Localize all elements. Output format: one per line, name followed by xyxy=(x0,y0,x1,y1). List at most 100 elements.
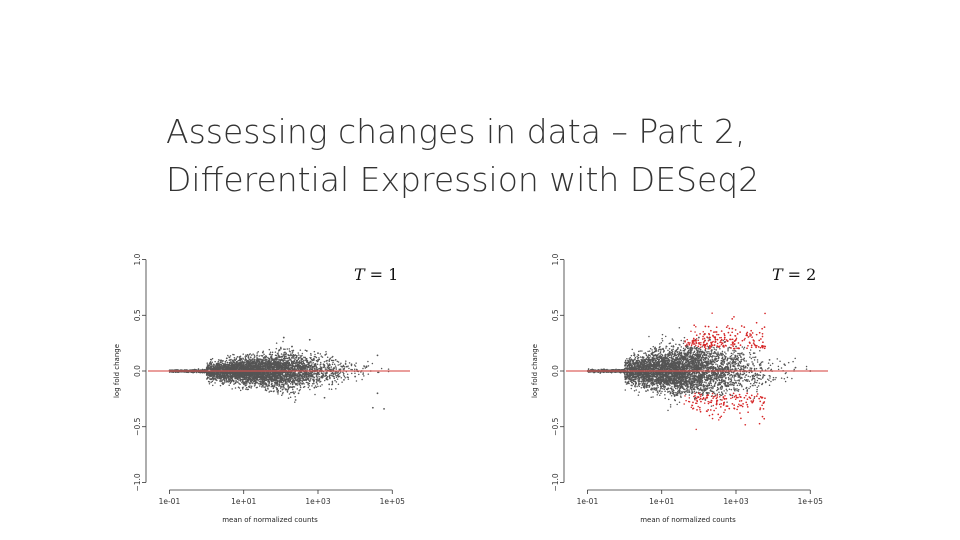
gene-point xyxy=(300,366,302,369)
gene-point xyxy=(233,353,235,356)
gene-point xyxy=(278,374,280,376)
gene-point xyxy=(351,368,353,371)
gene-point xyxy=(275,382,277,385)
gene-point xyxy=(261,365,264,368)
gene-point xyxy=(281,388,284,391)
gene-point xyxy=(241,375,244,377)
gene-point xyxy=(301,383,303,385)
gene-point xyxy=(285,353,287,356)
gene-point xyxy=(209,376,211,378)
gene-point xyxy=(271,353,274,356)
gene-point xyxy=(218,377,220,380)
gene-point xyxy=(292,388,294,391)
gene-point xyxy=(309,379,312,381)
gene-point xyxy=(208,382,211,385)
gene-point xyxy=(224,361,227,363)
gene-point xyxy=(289,372,292,375)
gene-point xyxy=(238,367,240,369)
gene-point xyxy=(339,368,342,370)
gene-point xyxy=(237,381,239,383)
gene-point xyxy=(210,378,212,381)
gene-point xyxy=(325,371,328,374)
y-tick-label: −0.5 xyxy=(133,417,142,435)
gene-point xyxy=(324,353,327,356)
gene-point xyxy=(377,371,379,374)
gene-point xyxy=(294,358,296,361)
gene-point xyxy=(208,368,210,370)
gene-point xyxy=(326,376,329,378)
gene-point xyxy=(290,366,292,369)
gene-point xyxy=(234,387,237,389)
gene-point xyxy=(248,375,251,377)
gene-point xyxy=(256,352,258,354)
gene-point xyxy=(222,372,224,375)
gene-point xyxy=(271,384,273,386)
gene-point xyxy=(267,388,269,390)
gene-point xyxy=(326,362,328,365)
gene-point xyxy=(299,349,302,351)
y-tick-label: 0.5 xyxy=(133,309,142,321)
gene-point xyxy=(278,368,280,371)
gene-point xyxy=(268,382,271,384)
gene-point xyxy=(282,357,285,360)
gene-point xyxy=(309,375,311,378)
gene-point xyxy=(263,356,266,358)
gene-point xyxy=(285,362,287,364)
gene-point xyxy=(261,377,264,380)
y-axis-label: log fold change xyxy=(113,344,121,398)
gene-point xyxy=(253,380,255,382)
gene-point xyxy=(328,388,331,390)
gene-point xyxy=(325,374,328,377)
gene-point xyxy=(284,359,286,362)
gene-point xyxy=(301,365,303,368)
gene-point xyxy=(324,373,327,375)
gene-point xyxy=(209,368,212,371)
gene-point xyxy=(271,382,273,385)
gene-point xyxy=(335,376,338,379)
gene-point xyxy=(309,360,311,363)
gene-point xyxy=(292,362,295,364)
gene-point xyxy=(271,351,274,353)
gene-point xyxy=(260,381,262,384)
gene-point xyxy=(261,380,263,382)
gene-point xyxy=(298,360,301,363)
gene-point xyxy=(245,386,248,389)
gene-point xyxy=(299,382,302,384)
gene-point xyxy=(311,367,314,369)
gene-point xyxy=(278,362,281,364)
gene-point xyxy=(354,372,356,374)
gene-point xyxy=(262,359,264,362)
gene-point xyxy=(270,378,273,381)
gene-point xyxy=(313,350,316,353)
gene-point xyxy=(268,375,270,377)
gene-point xyxy=(348,367,350,370)
gene-point xyxy=(231,378,234,381)
y-tick-label: 1.0 xyxy=(133,253,142,265)
gene-point xyxy=(216,379,218,382)
gene-point xyxy=(258,355,261,357)
gene-point xyxy=(310,377,312,380)
gene-point xyxy=(280,378,282,380)
gene-point xyxy=(337,371,339,374)
gene-point xyxy=(311,368,313,371)
gene-point xyxy=(315,366,318,368)
points-layer xyxy=(168,336,390,410)
gene-point xyxy=(281,392,284,395)
gene-point xyxy=(235,357,238,359)
gene-point xyxy=(219,380,221,382)
gene-point xyxy=(314,385,317,387)
gene-point xyxy=(236,361,239,363)
gene-point xyxy=(330,372,333,375)
gene-point xyxy=(245,355,248,357)
x-tick-label: 1e+03 xyxy=(305,497,330,506)
gene-point xyxy=(233,356,236,359)
gene-point xyxy=(280,379,282,382)
gene-point xyxy=(263,386,266,388)
gene-point xyxy=(310,354,312,356)
gene-point xyxy=(322,366,324,368)
gene-point xyxy=(214,368,216,371)
gene-point xyxy=(272,359,275,361)
gene-point xyxy=(268,359,270,362)
gene-point xyxy=(231,364,234,366)
gene-point xyxy=(285,376,288,379)
